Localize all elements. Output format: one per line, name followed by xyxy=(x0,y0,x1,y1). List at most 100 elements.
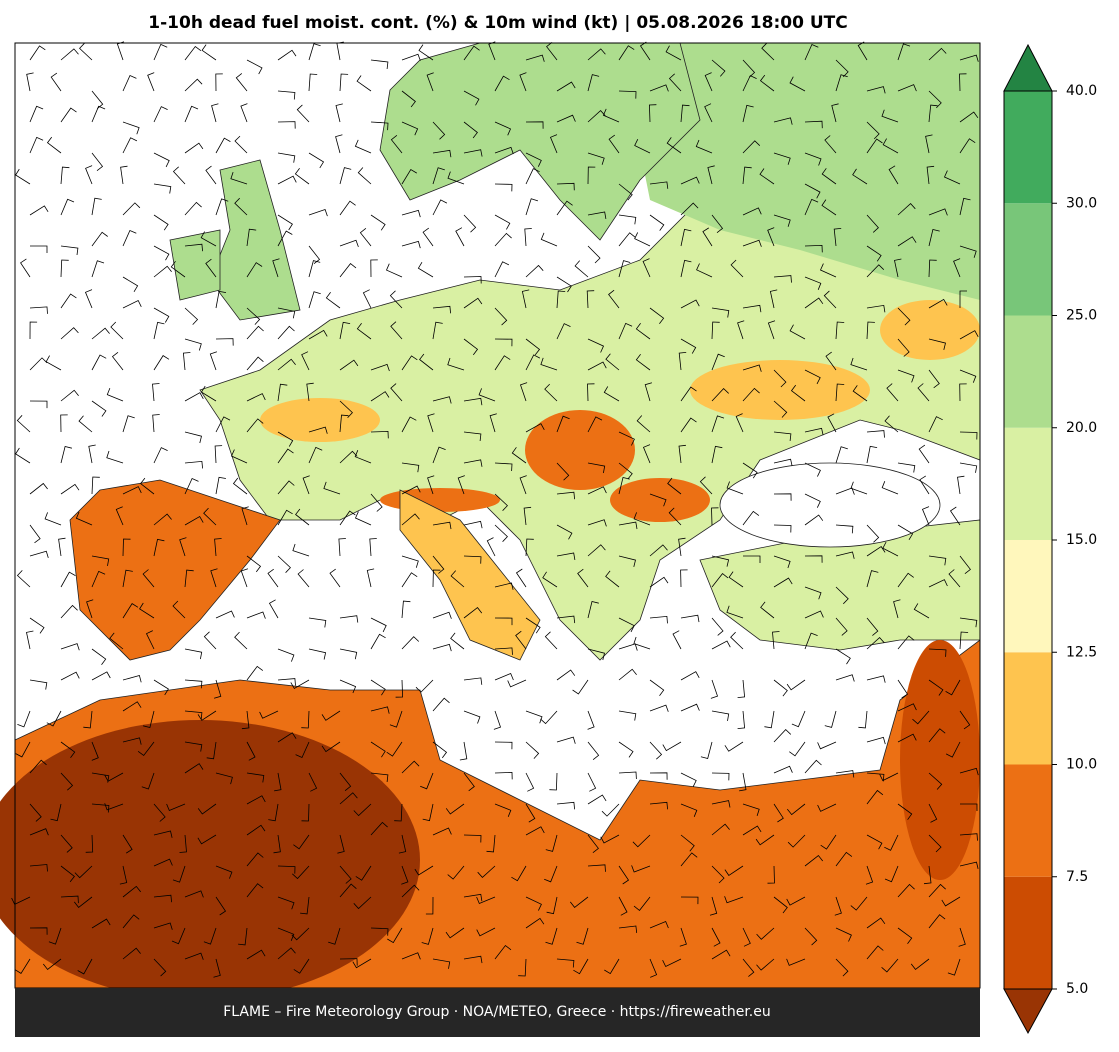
wind-barb xyxy=(804,198,819,216)
wind-barb xyxy=(308,426,328,434)
wind-barb xyxy=(525,710,543,724)
wind-barb xyxy=(695,139,713,154)
wind-barb xyxy=(819,263,837,278)
wind-barb xyxy=(711,388,729,402)
wind-barb xyxy=(197,834,217,845)
wind-barb xyxy=(680,614,700,623)
wind-barb xyxy=(463,149,483,157)
wind-barb xyxy=(109,632,124,650)
wind-barb xyxy=(649,615,668,624)
wind-barb xyxy=(184,338,202,351)
wind-barb xyxy=(761,42,775,61)
wind-barb xyxy=(618,771,637,780)
wind-barb xyxy=(272,258,280,278)
wind-barb xyxy=(835,524,854,534)
wind-barb xyxy=(297,569,310,588)
wind-barb xyxy=(122,885,142,898)
wind-barb xyxy=(463,297,483,309)
wind-barb xyxy=(680,803,698,817)
wind-barb xyxy=(145,630,155,650)
wind-barb xyxy=(897,572,914,588)
wind-barb xyxy=(179,537,187,557)
wind-barb xyxy=(447,865,465,880)
wind-barb xyxy=(649,544,668,557)
wind-barb xyxy=(525,617,541,634)
wind-barb xyxy=(835,321,845,340)
wind-barb xyxy=(494,232,512,247)
wind-barb xyxy=(957,475,965,495)
wind-barb xyxy=(447,357,465,371)
wind-barb xyxy=(587,648,605,661)
wind-barb xyxy=(205,258,217,278)
wind-barb xyxy=(370,927,389,936)
wind-barb xyxy=(50,72,62,92)
wind-barb xyxy=(277,648,295,662)
wind-barb xyxy=(835,851,853,867)
wind-barb xyxy=(122,299,142,309)
wind-barb xyxy=(213,679,222,699)
wind-barb xyxy=(153,447,168,464)
wind-barb xyxy=(742,166,752,185)
wind-barb xyxy=(17,710,31,728)
wind-barb xyxy=(866,304,886,313)
wind-barb xyxy=(618,865,630,885)
wind-barb xyxy=(648,104,657,123)
wind-barb xyxy=(426,72,434,92)
wind-barb xyxy=(772,631,780,650)
wind-barb xyxy=(268,803,279,822)
wind-barb xyxy=(586,290,595,309)
wind-barb xyxy=(432,199,448,216)
wind-barb xyxy=(572,679,589,695)
wind-barb xyxy=(790,384,806,402)
wind-barb xyxy=(91,327,110,340)
wind-barb xyxy=(83,710,93,729)
wind-barb xyxy=(680,104,690,123)
wind-barb xyxy=(171,927,186,945)
wind-barb xyxy=(353,896,372,910)
wind-barb xyxy=(540,357,558,371)
wind-barb xyxy=(60,604,78,619)
wind-barb xyxy=(587,794,607,805)
wind-barb xyxy=(678,444,686,464)
wind-barb xyxy=(489,413,497,433)
wind-barb xyxy=(463,772,475,792)
wind-barb xyxy=(463,555,482,564)
wind-barb xyxy=(866,675,886,683)
wind-barb xyxy=(277,896,295,910)
wind-barb xyxy=(742,927,751,947)
wind-barb xyxy=(742,75,757,92)
wind-barb xyxy=(618,477,630,495)
wind-barb xyxy=(339,400,353,418)
wind-barb xyxy=(926,165,935,185)
wind-barb xyxy=(773,555,791,569)
wind-barb xyxy=(401,760,420,774)
wind-barb xyxy=(184,648,203,660)
wind-barb xyxy=(755,834,775,846)
wind-barb xyxy=(804,586,822,600)
wind-barb xyxy=(587,486,607,495)
wind-barb xyxy=(574,260,589,278)
wind-barb xyxy=(519,72,527,92)
wind-barb xyxy=(203,507,217,526)
wind-barb xyxy=(494,771,513,780)
wind-barb xyxy=(949,506,961,526)
wind-barb xyxy=(605,570,620,588)
wind-barb xyxy=(60,865,75,883)
wind-barb xyxy=(494,307,508,326)
wind-barb xyxy=(866,570,879,588)
wind-barb xyxy=(432,121,446,140)
wind-barb xyxy=(301,710,310,729)
wind-barb xyxy=(463,431,482,442)
wind-barb xyxy=(724,896,744,904)
title: 1-10h dead fuel moist. cont. (%) & 10m w… xyxy=(148,13,847,33)
wind-barb xyxy=(206,741,217,760)
wind-barb xyxy=(463,121,478,139)
wind-barb xyxy=(370,821,388,836)
wind-barb xyxy=(711,321,720,340)
wind-barb xyxy=(850,896,868,911)
wind-barb xyxy=(730,631,744,650)
wind-barb xyxy=(91,197,102,216)
colorbar-tick-label: 10.0 xyxy=(1066,757,1097,773)
wind-barb xyxy=(197,710,217,721)
wind-barb xyxy=(884,865,899,883)
